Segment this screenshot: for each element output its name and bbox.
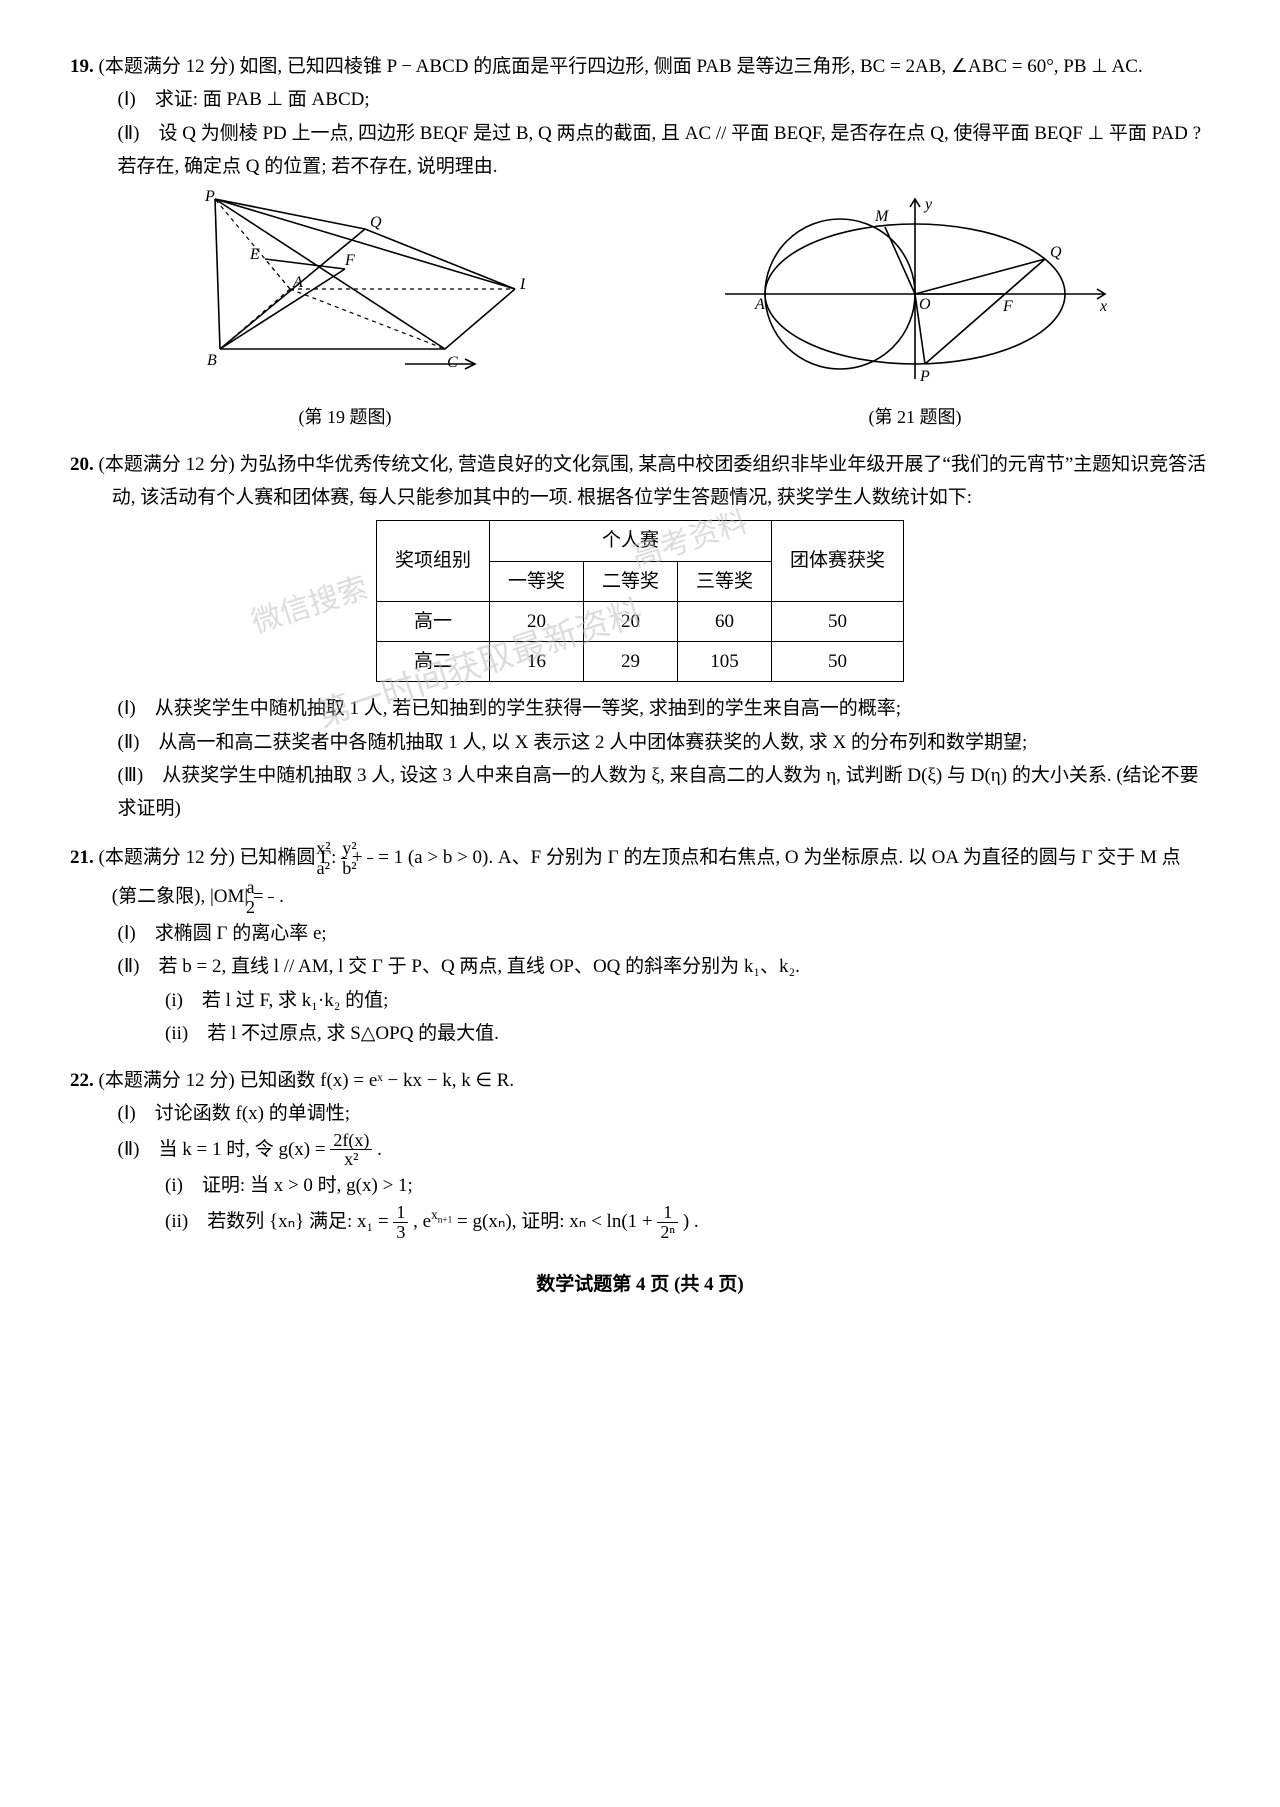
q19-part2: (Ⅱ) 设 Q 为侧棱 PD 上一点, 四边形 BEQF 是过 B, Q 两点的… [118, 117, 1211, 184]
exp-sub: n+1 [438, 1216, 453, 1226]
frac-den: b² [367, 859, 373, 878]
figure-row: P Q E F A D B C (第 19 题图) [70, 189, 1210, 434]
frac-y2b2: y²b² [367, 839, 373, 878]
q22-head: 22. (本题满分 12 分) 已知函数 f(x) = eˣ − kx − k,… [112, 1064, 1210, 1097]
q21-part2ii: (ii) 若 l 不过原点, 求 S△OPQ 的最大值. [165, 1017, 1210, 1050]
q21-part2: (Ⅱ) 若 b = 2, 直线 l // AM, l 交 Γ 于 P、Q 两点,… [118, 950, 1211, 983]
q22-number: 22. [70, 1070, 94, 1091]
fig21-x: x [1099, 298, 1107, 315]
question-22: 22. (本题满分 12 分) 已知函数 f(x) = eˣ − kx − k,… [70, 1064, 1210, 1242]
frac-2fx: 2f(x)x² [330, 1131, 372, 1170]
question-19: 19. (本题满分 12 分) 如图, 已知四棱锥 P − ABCD 的底面是平… [70, 50, 1210, 434]
fig19-label: (第 19 题图) [165, 402, 525, 434]
fig19-C: C [447, 354, 458, 371]
frac-den: 2 [268, 898, 274, 917]
q21-text-c: . [279, 886, 284, 907]
th-category: 奖项组别 [376, 521, 489, 602]
fig21-F: F [1002, 298, 1013, 315]
r1c3: 60 [678, 601, 772, 641]
q22-p2ii-a: (ii) 若数列 {xₙ} 满足: x₁ = [165, 1210, 393, 1231]
q20-text: (本题满分 12 分) 为弘扬中华优秀传统文化, 营造良好的文化氛围, 某高中校… [99, 454, 1207, 508]
q22-text: (本题满分 12 分) 已知函数 f(x) = eˣ − kx − k, k ∈… [99, 1070, 515, 1091]
q21-part2i: (i) 若 l 过 F, 求 k₁·k₂ 的值; [165, 984, 1210, 1017]
q19-head: 19. (本题满分 12 分) 如图, 已知四棱锥 P − ABCD 的底面是平… [112, 50, 1210, 83]
th-sub3: 三等奖 [678, 561, 772, 601]
fig19-Q: Q [370, 214, 382, 231]
q20-part2: (Ⅱ) 从高一和高二获奖者中各随机抽取 1 人, 以 X 表示这 2 人中团体赛… [118, 726, 1211, 759]
frac-den: x² [330, 1150, 372, 1169]
q22-part2i: (i) 证明: 当 x > 0 时, g(x) > 1; [165, 1169, 1210, 1202]
fig21-y: y [923, 196, 933, 213]
q20-table: 奖项组别 个人赛 团体赛获奖 一等奖 二等奖 三等奖 高一 20 20 60 5… [376, 520, 904, 682]
fig19-D: D [519, 276, 525, 293]
watermark-2: 微信搜索 [245, 563, 375, 650]
r1c1: 20 [489, 601, 583, 641]
th-team: 团体赛获奖 [772, 521, 904, 602]
r2c2: 29 [583, 642, 677, 682]
table-row: 高一 20 20 60 50 [376, 601, 903, 641]
frac-num: 1 [657, 1203, 678, 1223]
frac-num: a [268, 878, 274, 898]
r2-label: 高二 [376, 642, 489, 682]
q21-part1: (Ⅰ) 求椭圆 Γ 的离心率 e; [118, 917, 1211, 950]
q20-part3: (Ⅲ) 从获奖学生中随机抽取 3 人, 设这 3 人中来自高一的人数为 ξ, 来… [118, 759, 1211, 826]
th-sub1: 一等奖 [489, 561, 583, 601]
frac-12n: 12ⁿ [657, 1203, 678, 1242]
frac-den: 2ⁿ [657, 1223, 678, 1242]
fig21-P: P [919, 368, 930, 385]
r1c4: 50 [772, 601, 904, 641]
q22-p2ii-d: ) . [683, 1210, 699, 1231]
q20-head: 20. (本题满分 12 分) 为弘扬中华优秀传统文化, 营造良好的文化氛围, … [112, 448, 1210, 515]
q22-p2b: . [377, 1138, 382, 1159]
r1-label: 高一 [376, 601, 489, 641]
q22-part1: (Ⅰ) 讨论函数 f(x) 的单调性; [118, 1097, 1211, 1130]
fig21-A: A [754, 296, 765, 313]
r2c4: 50 [772, 642, 904, 682]
q22-p2ii-c: = g(xₙ), 证明: xₙ < ln(1 + [457, 1210, 657, 1231]
table-row: 高二 16 29 105 50 [376, 642, 903, 682]
r2c3: 105 [678, 642, 772, 682]
q22-part2: (Ⅱ) 当 k = 1 时, 令 g(x) = 2f(x)x² . [118, 1131, 1211, 1170]
question-20: 20. (本题满分 12 分) 为弘扬中华优秀传统文化, 营造良好的文化氛围, … [70, 448, 1210, 826]
figure-19-svg: P Q E F A D B C [165, 189, 525, 389]
page-footer: 数学试题第 4 页 (共 4 页) [70, 1268, 1210, 1301]
q19-number: 19. [70, 56, 94, 77]
q22-p2ii-b: , [413, 1210, 423, 1231]
figure-21-svg: M y A O F Q P x [715, 189, 1115, 389]
q21-number: 21. [70, 847, 94, 868]
q19-text: (本题满分 12 分) 如图, 已知四棱锥 P − ABCD 的底面是平行四边形… [99, 56, 1143, 77]
r2c1: 16 [489, 642, 583, 682]
fig21-label: (第 21 题图) [715, 402, 1115, 434]
fig21-M: M [874, 208, 890, 225]
fig21-Q: Q [1050, 244, 1062, 261]
r1c2: 20 [583, 601, 677, 641]
frac-a2: a2 [268, 878, 274, 917]
fig19-A: A [292, 274, 303, 291]
fig19-F: F [344, 252, 355, 269]
frac-num: y² [367, 839, 373, 859]
q21-text-a: (本题满分 12 分) 已知椭圆 Γ: [99, 847, 342, 868]
frac-num: 1 [393, 1203, 408, 1223]
q21-head: 21. (本题满分 12 分) 已知椭圆 Γ: x²a² + y²b² = 1 … [112, 839, 1210, 917]
fig19-E: E [249, 246, 260, 263]
frac-13: 13 [393, 1203, 408, 1242]
figure-19: P Q E F A D B C (第 19 题图) [165, 189, 525, 434]
q20-part1: (Ⅰ) 从获奖学生中随机抽取 1 人, 若已知抽到的学生获得一等奖, 求抽到的学… [118, 692, 1211, 725]
th-personal: 个人赛 [489, 521, 771, 561]
frac-den: 3 [393, 1223, 408, 1242]
q22-p2a: (Ⅱ) 当 k = 1 时, 令 g(x) = [118, 1138, 331, 1159]
fig19-B: B [207, 352, 217, 369]
figure-21: M y A O F Q P x (第 21 题图) [715, 189, 1115, 434]
th-sub2: 二等奖 [583, 561, 677, 601]
q19-part1: (Ⅰ) 求证: 面 PAB ⊥ 面 ABCD; [118, 83, 1211, 116]
fig21-O: O [919, 296, 931, 313]
exp-x: x [431, 1207, 438, 1222]
fig19-P: P [204, 189, 215, 205]
question-21: 21. (本题满分 12 分) 已知椭圆 Γ: x²a² + y²b² = 1 … [70, 839, 1210, 1050]
q20-number: 20. [70, 454, 94, 475]
frac-num: 2f(x) [330, 1131, 372, 1151]
q22-part2ii: (ii) 若数列 {xₙ} 满足: x₁ = 13 , exn+1 = g(xₙ… [165, 1203, 1210, 1242]
